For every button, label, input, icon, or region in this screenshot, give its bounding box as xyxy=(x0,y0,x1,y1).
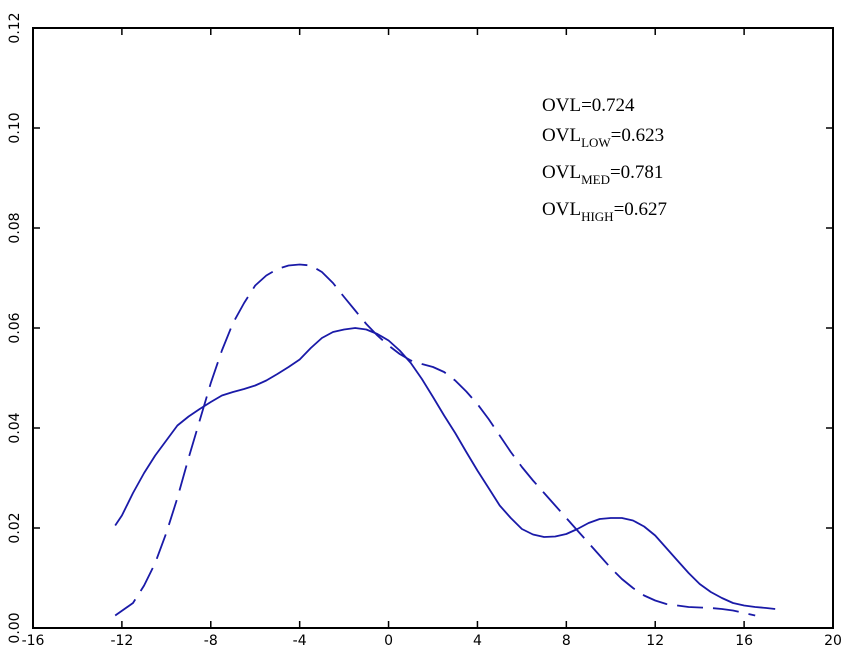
x-tick-label: 16 xyxy=(735,633,753,649)
solid-density-line xyxy=(114,327,776,610)
y-tick-label: 0.12 xyxy=(7,12,23,43)
y-tick-label: 0.02 xyxy=(7,512,23,543)
x-tick-label: -12 xyxy=(110,633,133,649)
ovl-annotation: OVLMED=0.781 xyxy=(542,162,663,187)
ovl-subscript: LOW xyxy=(581,135,611,150)
y-tick-label: 0.00 xyxy=(7,612,23,643)
ovl-annotation: OVLLOW=0.623 xyxy=(542,125,664,150)
x-tick-label: 8 xyxy=(562,633,571,649)
ovl-annotations: OVL=0.724OVLLOW=0.623OVLMED=0.781OVLHIGH… xyxy=(542,95,667,224)
x-tick-label: -8 xyxy=(204,633,218,649)
ovl-subscript: HIGH xyxy=(581,209,614,224)
y-tick-label: 0.08 xyxy=(7,212,23,243)
dashed-density-line xyxy=(114,263,756,617)
y-tick-label: 0.04 xyxy=(7,412,23,443)
x-tick-label: 0 xyxy=(384,633,393,649)
plot-frame xyxy=(32,27,834,629)
x-tick-label: 12 xyxy=(646,633,664,649)
ovl-annotation: OVL=0.724 xyxy=(542,95,635,116)
ovl-label: OVL xyxy=(542,95,581,116)
x-tick-label: 20 xyxy=(824,633,842,649)
ovl-label: OVL xyxy=(542,125,581,146)
x-tick-label: -4 xyxy=(293,633,307,649)
ovl-value: =0.724 xyxy=(581,95,635,116)
series-layer xyxy=(114,263,776,617)
y-tick-label: 0.06 xyxy=(7,312,23,343)
ovl-value: =0.781 xyxy=(610,162,663,183)
y-tick-label: 0.10 xyxy=(7,112,23,143)
x-tick-label: 4 xyxy=(473,633,482,649)
ovl-value: =0.627 xyxy=(614,199,667,220)
ovl-label: OVL xyxy=(542,162,581,183)
x-tick-label: -16 xyxy=(22,633,45,649)
ovl-label: OVL xyxy=(542,199,581,220)
ovl-subscript: MED xyxy=(581,172,610,187)
ovl-value: =0.623 xyxy=(611,125,664,146)
axis-ticks: -16 -12 -8 -4 0 4 8 12 16 20 0.00 0.02 0.04 0.06 0.08 0… xyxy=(7,12,842,649)
ovl-annotation: OVLHIGH=0.627 xyxy=(542,199,667,224)
